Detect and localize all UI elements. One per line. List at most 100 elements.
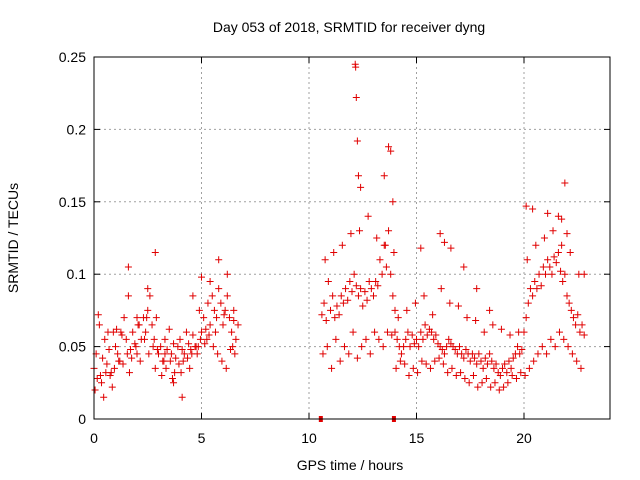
data-point <box>320 299 328 307</box>
data-point <box>376 256 384 264</box>
data-point <box>175 360 183 368</box>
data-point <box>535 270 543 278</box>
data-point <box>414 369 422 377</box>
data-point <box>389 292 397 300</box>
data-point <box>466 357 474 365</box>
data-point <box>170 379 178 387</box>
data-point <box>525 364 533 372</box>
data-point <box>451 345 459 353</box>
data-point <box>480 328 488 336</box>
data-point <box>328 364 336 372</box>
data-point <box>354 292 362 300</box>
data-point <box>356 227 364 235</box>
data-point <box>339 299 347 307</box>
data-point <box>144 285 152 293</box>
data-point <box>143 314 151 322</box>
data-point <box>198 273 205 281</box>
data-point <box>201 340 209 348</box>
data-point <box>409 364 417 372</box>
data-point <box>149 343 157 351</box>
x-tick-label: 0 <box>90 430 98 446</box>
data-point <box>387 147 395 155</box>
data-point <box>471 354 479 362</box>
data-point <box>565 299 573 307</box>
data-point <box>503 369 511 377</box>
data-point <box>547 335 555 343</box>
data-point <box>117 328 125 336</box>
data-point <box>338 241 346 249</box>
data-point <box>514 343 522 351</box>
data-point <box>504 379 512 387</box>
data-point <box>158 372 166 380</box>
data-point <box>447 244 455 252</box>
data-point <box>172 354 180 362</box>
data-point <box>367 285 375 293</box>
data-point <box>381 241 389 249</box>
data-point <box>370 292 377 300</box>
data-point <box>452 372 460 380</box>
data-point <box>461 374 469 382</box>
data-point <box>563 292 571 300</box>
data-point <box>182 328 190 336</box>
data-point <box>401 360 409 368</box>
data-point <box>357 285 365 293</box>
data-point <box>421 321 429 329</box>
data-point <box>473 360 481 368</box>
data-point <box>106 372 114 380</box>
data-point <box>114 350 122 358</box>
data-point <box>426 364 434 372</box>
data-point <box>187 345 195 353</box>
data-point <box>539 263 547 271</box>
data-point <box>509 354 517 362</box>
data-point <box>460 263 468 271</box>
data-point <box>234 321 242 329</box>
data-point <box>446 299 454 307</box>
data-point <box>218 357 226 365</box>
data-point <box>211 328 219 336</box>
data-point <box>373 234 381 242</box>
data-point <box>142 328 150 336</box>
data-point <box>145 350 153 358</box>
data-point <box>475 350 483 358</box>
data-point <box>161 350 169 358</box>
data-point <box>352 282 360 290</box>
data-point <box>542 270 549 278</box>
data-point <box>385 227 393 235</box>
data-point <box>417 328 425 336</box>
data-point <box>444 369 452 377</box>
data-point <box>432 331 440 339</box>
data-point <box>435 354 443 362</box>
data-point <box>221 306 229 314</box>
data-point <box>136 357 144 365</box>
data-point <box>457 369 465 377</box>
data-point <box>100 393 108 401</box>
data-point <box>223 292 231 300</box>
data-point <box>330 248 338 256</box>
data-point <box>490 364 498 372</box>
y-axis-ticks: 0 0.05 0.1 0.15 0.2 0.25 <box>59 49 610 427</box>
data-point <box>483 360 491 368</box>
data-point <box>371 328 379 336</box>
data-point <box>229 343 237 351</box>
data-point <box>113 325 121 333</box>
data-point <box>500 383 508 391</box>
data-point <box>564 343 572 351</box>
data-point <box>546 263 554 271</box>
data-point <box>362 335 370 343</box>
data-point <box>108 383 116 391</box>
y-tick-label: 0.2 <box>67 121 87 137</box>
data-point <box>374 282 382 290</box>
data-point <box>379 343 387 351</box>
data-point <box>389 198 397 206</box>
data-point <box>516 350 524 358</box>
data-point <box>403 306 411 314</box>
data-point <box>101 335 109 343</box>
y-tick-label: 0 <box>78 411 86 427</box>
data-point <box>436 230 444 238</box>
data-point <box>569 314 577 322</box>
data-point <box>231 350 239 358</box>
data-point <box>225 314 233 322</box>
data-point <box>580 331 588 339</box>
data-point <box>178 393 186 401</box>
data-point <box>438 345 446 353</box>
